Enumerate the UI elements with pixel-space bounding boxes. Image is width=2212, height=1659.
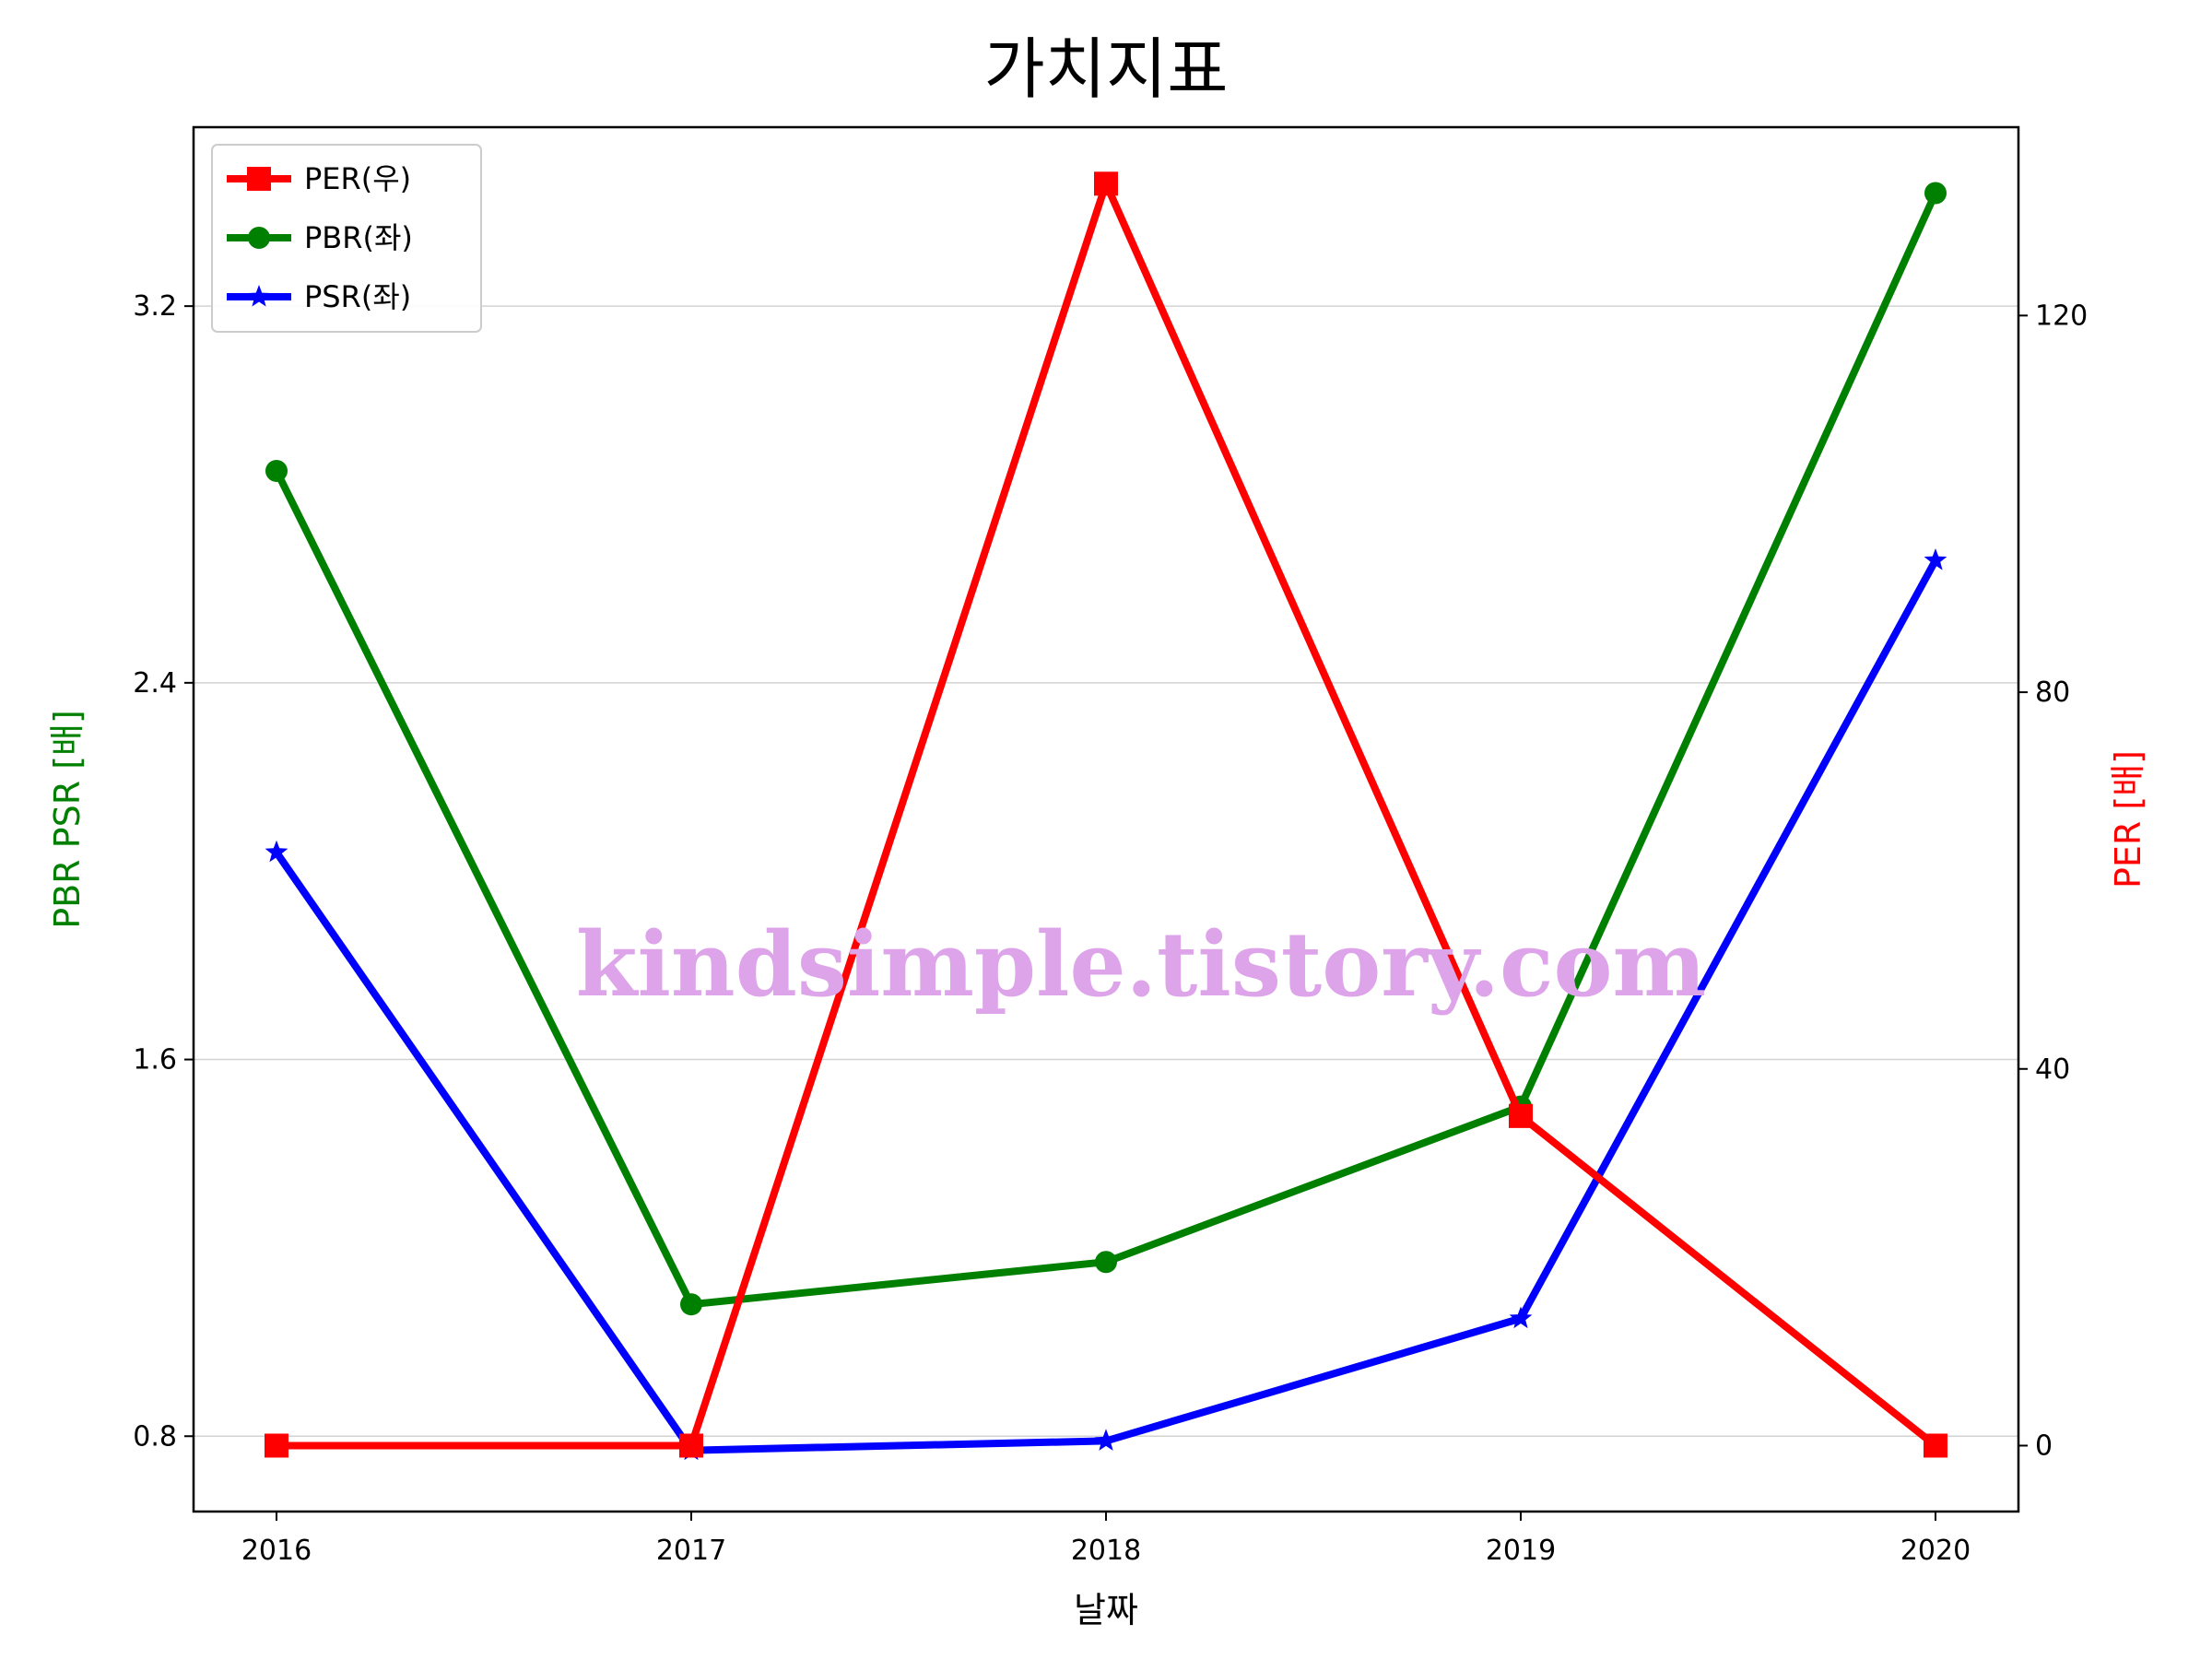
left-tick-label: 0.8 <box>133 1420 177 1453</box>
left-axis-title: PBR PSR [배] <box>47 710 88 929</box>
left-tick-label: 2.4 <box>133 667 177 700</box>
legend-marker-per <box>247 167 271 191</box>
watermark-text: kindsimple.tistory.com <box>576 912 1706 1017</box>
psr-point <box>1924 548 1947 571</box>
chart-title: 가치지표 <box>984 30 1229 108</box>
psr-point <box>265 840 288 863</box>
right-axis-title: PER [배] <box>2108 750 2148 888</box>
psr-point <box>1094 1429 1118 1451</box>
per-point <box>1924 1433 1947 1458</box>
left-tick-label: 1.6 <box>133 1044 177 1077</box>
legend-label-per: PER(우) <box>304 161 411 196</box>
per-point <box>679 1433 703 1458</box>
psr-point <box>1509 1306 1533 1329</box>
left-tick-label: 3.2 <box>133 290 177 323</box>
x-tick-label: 2017 <box>656 1535 726 1567</box>
legend: PER(우) PBR(좌) PSR(좌) <box>211 144 482 333</box>
pbr-point <box>265 459 288 482</box>
right-tick-label: 80 <box>2035 677 2070 709</box>
x-axis-title: 날짜 <box>1074 1590 1138 1630</box>
legend-marker-pbr <box>248 227 270 249</box>
x-tick-label: 2018 <box>1071 1535 1141 1567</box>
legend-label-psr: PSR(좌) <box>304 279 411 314</box>
pbr-series <box>265 182 1947 1316</box>
per-series <box>265 171 1947 1458</box>
legend-box <box>211 144 482 333</box>
per-point <box>1094 171 1118 196</box>
x-tick-label: 2016 <box>241 1535 312 1567</box>
x-tick-label: 2020 <box>1900 1535 1971 1567</box>
right-tick-label: 40 <box>2035 1053 2070 1086</box>
legend-marker-psr <box>247 285 271 307</box>
x-tick-label: 2019 <box>1486 1535 1556 1567</box>
per-point <box>265 1433 288 1458</box>
right-tick-label: 120 <box>2035 300 2088 332</box>
pbr-point <box>1924 182 1947 205</box>
pbr-point <box>1095 1251 1117 1274</box>
pbr-point <box>680 1293 702 1316</box>
right-tick-label: 0 <box>2035 1430 2053 1462</box>
legend-label-pbr: PBR(좌) <box>304 220 413 255</box>
per-point <box>1509 1103 1533 1128</box>
axes: 0.8 1.6 2.4 3.2 0 40 80 120 2016 2017 2018 2019 2020 <box>133 290 2088 1567</box>
series-layer <box>265 171 1947 1461</box>
